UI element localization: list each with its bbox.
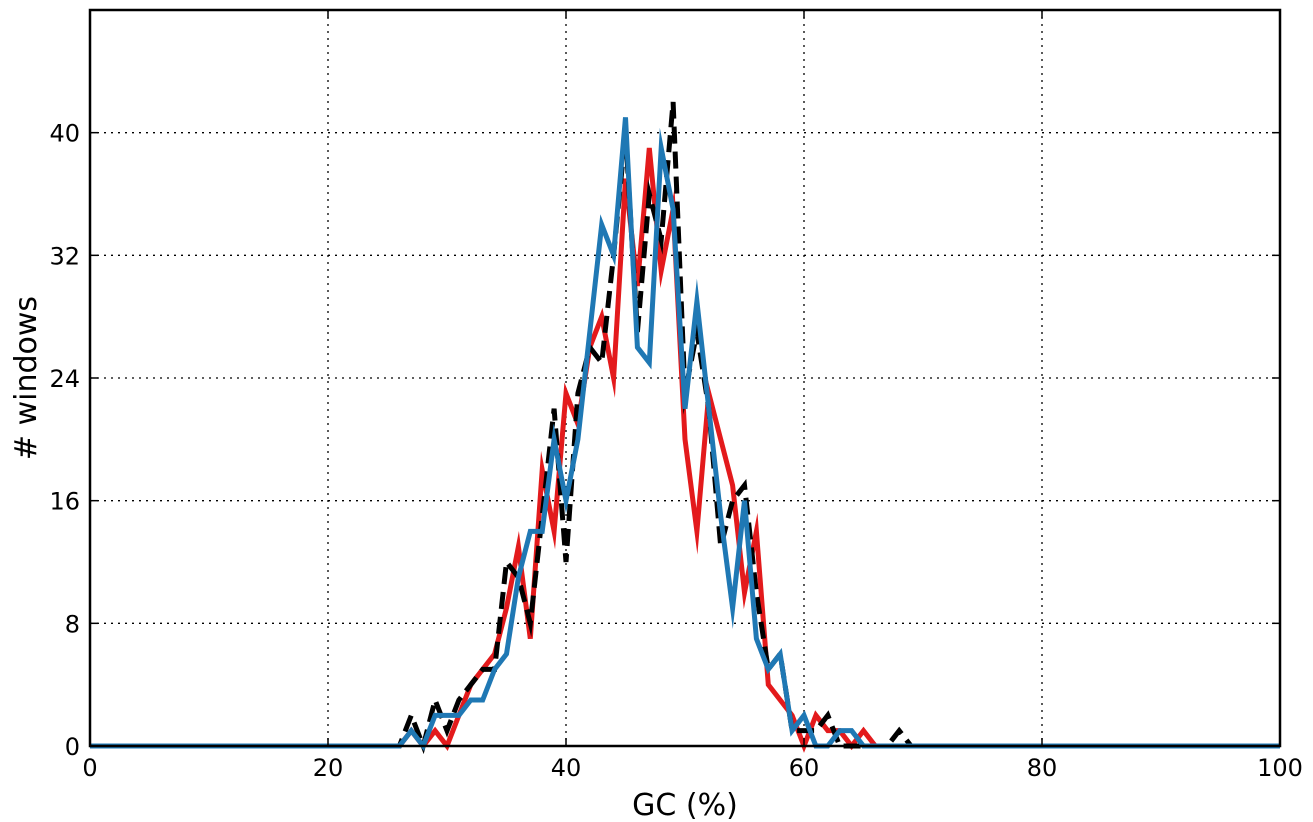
x-axis-label: GC (%) bbox=[632, 788, 738, 822]
x-tick-label: 40 bbox=[551, 754, 582, 782]
tick-labels: 0 20 40 60 80 100 0 8 16 24 32 40 bbox=[49, 120, 1302, 782]
x-tick-label: 100 bbox=[1257, 754, 1303, 782]
series-lines bbox=[90, 101, 1280, 755]
y-tick-label: 16 bbox=[49, 488, 80, 516]
plot-frame bbox=[88, 8, 1282, 748]
x-tick-label: 80 bbox=[1027, 754, 1058, 782]
y-tick-label: 40 bbox=[49, 120, 80, 148]
x-tick-label: 20 bbox=[313, 754, 344, 782]
y-tick-label: 32 bbox=[49, 242, 80, 270]
y-tick-label: 24 bbox=[49, 365, 80, 393]
x-tick-label: 60 bbox=[789, 754, 820, 782]
x-tick-label: 0 bbox=[82, 754, 97, 782]
y-tick-label: 8 bbox=[65, 610, 80, 638]
y-axis-label: # windows bbox=[9, 296, 44, 460]
series-line-1 bbox=[90, 147, 1280, 753]
y-tick-label: 0 bbox=[65, 733, 80, 761]
